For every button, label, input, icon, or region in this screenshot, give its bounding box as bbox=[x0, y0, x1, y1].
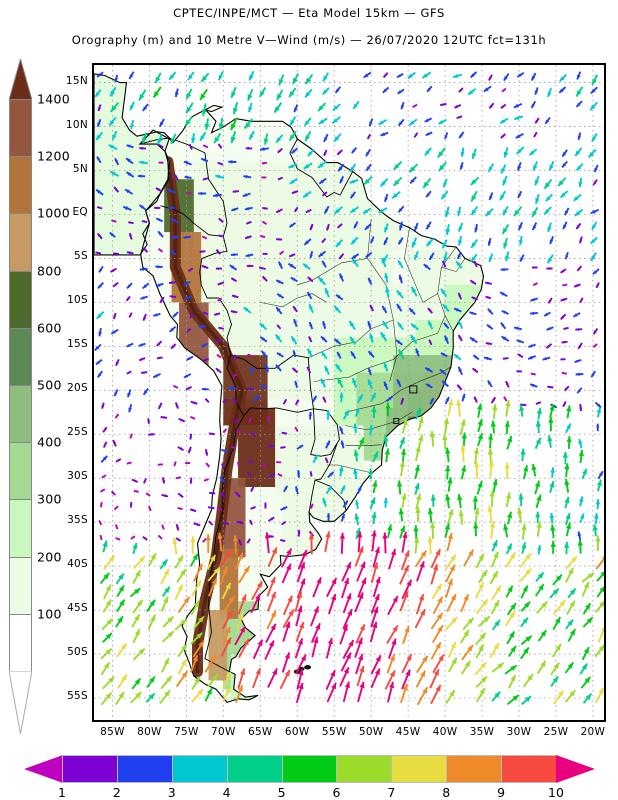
wind-colorbar-label: 10 bbox=[548, 785, 564, 800]
lat-tick-label: EQ bbox=[72, 206, 88, 219]
wind-colorbar-swatch bbox=[226, 755, 283, 783]
orography-colorbar-min-cap bbox=[9, 671, 32, 734]
wind-colorbar-swatch bbox=[281, 755, 338, 783]
lat-tick-label: 5S bbox=[74, 250, 88, 263]
lon-tick-label: 30W bbox=[506, 726, 532, 738]
orography-colorbar-swatch bbox=[9, 327, 32, 386]
lon-tick-label: 60W bbox=[284, 726, 310, 738]
wind-colorbar-swatch bbox=[336, 755, 393, 783]
wind-colorbar-max-cap bbox=[556, 755, 595, 783]
orography-colorbar-label: 1200 bbox=[37, 148, 71, 164]
lat-tick-label: 25S bbox=[67, 426, 88, 439]
lat-tick-label: 20S bbox=[67, 382, 88, 395]
map-panel[interactable] bbox=[92, 63, 606, 722]
wind-colorbar-swatch bbox=[171, 755, 228, 783]
orography-colorbar-swatch bbox=[9, 442, 32, 501]
wind-colorbar-label: 3 bbox=[167, 785, 176, 800]
lon-tick-label: 85W bbox=[100, 726, 125, 738]
page-title-field: Orography (m) and 10 Metre V—Wind (m/s) … bbox=[71, 33, 547, 47]
wind-colorbar-label: 8 bbox=[442, 785, 451, 800]
orography-colorbar-max-cap bbox=[9, 59, 32, 100]
orography-colorbar-label: 100 bbox=[37, 606, 62, 622]
lon-tick-label: 55W bbox=[321, 726, 347, 738]
lat-tick-label: 15N bbox=[65, 74, 88, 87]
orography-colorbar-swatch bbox=[9, 556, 32, 615]
latitude-axis: 15N 10N 5N EQ 5S 10S 15S 20S 25S 30S 35S 40S 45S 50S 5… bbox=[40, 63, 88, 722]
orography-colorbar: 1400 1200 1000 800 600 500 400 300 200 100 bbox=[9, 59, 70, 734]
lon-tick-label: 20W bbox=[580, 726, 606, 738]
lon-tick-label: 75W bbox=[174, 726, 199, 738]
lon-tick-label: 70W bbox=[211, 726, 236, 738]
orography-colorbar-label: 500 bbox=[37, 377, 62, 393]
lon-tick-label: 45W bbox=[395, 726, 421, 738]
lat-tick-label: 55S bbox=[67, 690, 88, 703]
wind-colorbar-min-cap bbox=[24, 755, 63, 783]
wind-colorbar-label: 7 bbox=[387, 785, 396, 800]
lon-tick-label: 80W bbox=[137, 726, 162, 738]
lon-tick-label: 50W bbox=[358, 726, 384, 738]
wind-colorbar-label: 4 bbox=[222, 785, 231, 800]
orography-colorbar-label: 1400 bbox=[37, 91, 71, 107]
lon-tick-label: 25W bbox=[543, 726, 569, 738]
orography-colorbar-label: 800 bbox=[37, 263, 62, 279]
wind-colorbar-label: 9 bbox=[497, 785, 506, 800]
wind-colorbar-swatch bbox=[501, 755, 557, 783]
orography-colorbar-swatch bbox=[9, 213, 32, 272]
wind-colorbar-swatch bbox=[446, 755, 503, 783]
wind-colorbar-swatch bbox=[62, 755, 118, 783]
lat-tick-label: 5N bbox=[72, 162, 88, 175]
lat-tick-label: 45S bbox=[67, 602, 88, 615]
lat-tick-label: 30S bbox=[67, 470, 88, 483]
orography-colorbar-swatch bbox=[9, 613, 32, 672]
wind-colorbar-label: 1 bbox=[58, 785, 66, 800]
lat-tick-label: 10S bbox=[67, 294, 88, 307]
lon-tick-label: 35W bbox=[469, 726, 495, 738]
orography-colorbar-label: 600 bbox=[37, 320, 62, 336]
wind-colorbar-swatch bbox=[116, 755, 173, 783]
page-title-model: CPTEC/INPE/MCT — Eta Model 15km — GFS bbox=[173, 6, 445, 20]
lon-tick-label: 65W bbox=[247, 726, 273, 738]
orography-colorbar-swatch bbox=[9, 156, 32, 215]
orography-colorbar-label: 200 bbox=[37, 549, 62, 565]
lat-tick-label: 40S bbox=[67, 558, 88, 571]
wind-colorbar-swatch bbox=[391, 755, 448, 783]
wind-colorbar-label: 2 bbox=[112, 785, 121, 800]
wind-speed-colorbar: 1 2 3 4 5 6 7 8 9 10 bbox=[24, 755, 595, 800]
orography-colorbar-swatch bbox=[9, 499, 32, 558]
lon-tick-label: 40W bbox=[432, 726, 458, 738]
lat-tick-label: 15S bbox=[67, 338, 88, 351]
map-vector-layer bbox=[94, 65, 604, 720]
orography-colorbar-label: 1000 bbox=[37, 205, 71, 221]
lat-tick-label: 35S bbox=[67, 514, 88, 527]
wind-vector-field bbox=[94, 70, 604, 706]
map-canvas bbox=[94, 65, 604, 720]
longitude-axis: 85W 80W 75W 70W 65W 60W 55W 50W 45W 40W 35W 30W 25W 2… bbox=[92, 723, 606, 743]
orography-colorbar-swatch bbox=[9, 99, 32, 158]
lat-tick-label: 50S bbox=[67, 646, 88, 659]
orography-colorbar-swatch bbox=[9, 270, 32, 329]
orography-colorbar-label: 400 bbox=[37, 434, 62, 450]
orography-colorbar-label: 300 bbox=[37, 491, 62, 507]
lat-tick-label: 10N bbox=[65, 118, 88, 131]
wind-colorbar-label: 6 bbox=[332, 785, 341, 800]
wind-colorbar-label: 5 bbox=[277, 785, 286, 800]
orography-colorbar-swatch bbox=[9, 385, 32, 444]
